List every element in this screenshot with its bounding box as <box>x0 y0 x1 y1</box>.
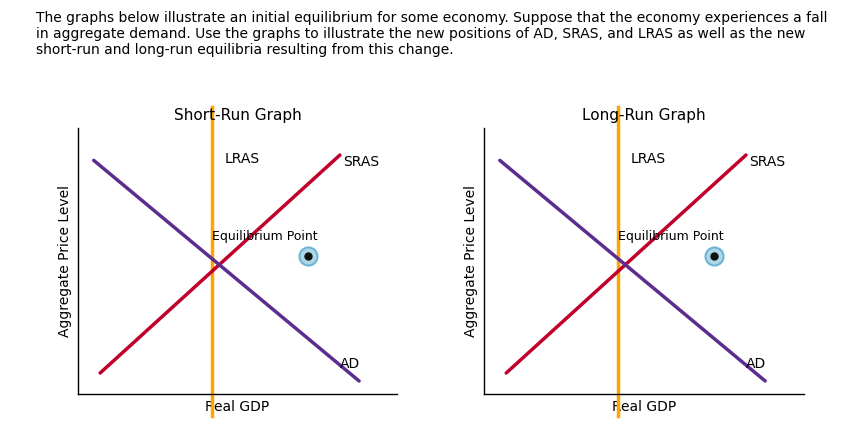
Text: Equilibrium Point: Equilibrium Point <box>212 230 318 243</box>
Text: AD: AD <box>340 357 360 371</box>
Text: LRAS: LRAS <box>631 152 666 166</box>
Title: Long-Run Graph: Long-Run Graph <box>581 108 706 123</box>
Y-axis label: Aggregate Price Level: Aggregate Price Level <box>58 185 73 338</box>
Text: Equilibrium Point: Equilibrium Point <box>618 230 724 243</box>
Text: SRAS: SRAS <box>749 155 785 169</box>
Y-axis label: Aggregate Price Level: Aggregate Price Level <box>464 185 479 338</box>
Text: SRAS: SRAS <box>343 155 379 169</box>
Text: AD: AD <box>746 357 766 371</box>
Text: The graphs below illustrate an initial equilibrium for some economy. Suppose tha: The graphs below illustrate an initial e… <box>36 11 828 58</box>
Title: Short-Run Graph: Short-Run Graph <box>174 108 302 123</box>
X-axis label: Real GDP: Real GDP <box>206 400 270 414</box>
X-axis label: Real GDP: Real GDP <box>612 400 676 414</box>
Text: LRAS: LRAS <box>225 152 260 166</box>
